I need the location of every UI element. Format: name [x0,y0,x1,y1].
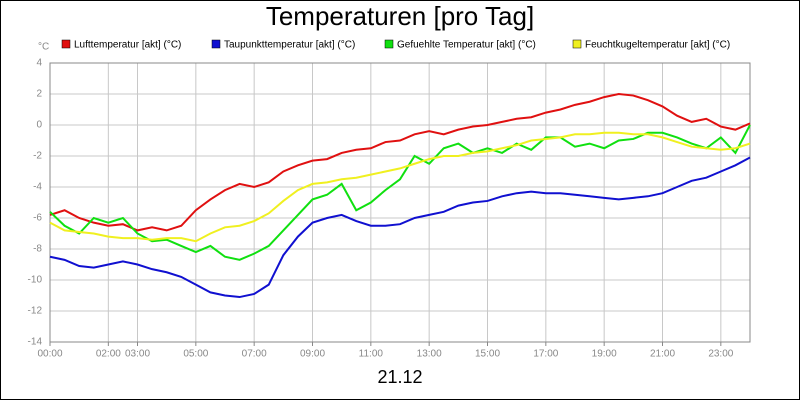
x-axis-label: 21.12 [377,367,422,387]
x-tick-label: 19:00 [592,349,617,360]
x-tick-label: 21:00 [650,349,675,360]
x-tick-label: 05:00 [183,349,208,360]
x-tick-label: 09:00 [300,349,325,360]
y-tick-label: 2 [36,89,42,100]
y-tick-label: 4 [36,58,42,69]
x-tick-label: 17:00 [533,349,558,360]
series-line [49,156,751,299]
x-tick-label: 23:00 [708,349,733,360]
x-tick-label: 13:00 [417,349,442,360]
x-tick-label: 00:00 [37,349,62,360]
y-axis-label: °C [38,42,49,53]
legend-label: Gefuehlte Temperatur [akt] (°C) [397,40,536,51]
chart-title: Temperaturen [pro Tag] [266,1,534,31]
x-tick-label: 07:00 [242,349,267,360]
x-tick-label: 15:00 [475,349,500,360]
legend-label: Taupunkttemperatur [akt] (°C) [224,40,355,51]
series-line [49,92,751,232]
y-tick-label: -14 [28,337,43,348]
series-line [49,131,751,243]
plot-border [49,62,751,343]
x-tick-label: 03:00 [125,349,150,360]
y-tick-label: -6 [33,213,42,224]
y-tick-label: -10 [28,275,43,286]
x-tick-label: 11:00 [359,349,384,360]
legend-label: Feuchtkugeltemperatur [akt] (°C) [585,40,730,51]
legend-swatch [211,39,221,49]
y-tick-label: -12 [28,306,43,317]
series-line [49,124,751,261]
legend-swatch [572,39,582,49]
y-tick-label: -2 [33,151,42,162]
legend-label: Lufttemperatur [akt] (°C) [74,40,181,51]
y-tick-label: -8 [33,244,42,255]
x-tick-label: 02:00 [96,349,121,360]
legend-swatch [61,39,71,49]
y-tick-label: -4 [33,182,42,193]
legend-swatch [384,39,394,49]
y-tick-label: 0 [36,120,42,131]
